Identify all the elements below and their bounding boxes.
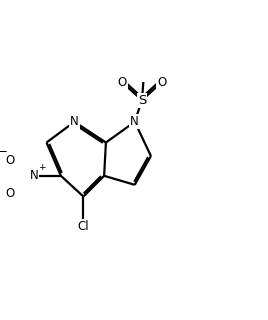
Text: N: N xyxy=(29,169,38,182)
Text: N: N xyxy=(70,115,79,128)
Text: S: S xyxy=(138,94,146,107)
Text: −: − xyxy=(0,145,8,158)
Text: O: O xyxy=(157,76,166,89)
Text: O: O xyxy=(5,187,14,200)
Text: O: O xyxy=(5,154,14,167)
Text: O: O xyxy=(117,76,127,89)
Text: N: N xyxy=(130,115,139,128)
Text: +: + xyxy=(38,163,45,172)
Text: Cl: Cl xyxy=(78,220,89,233)
